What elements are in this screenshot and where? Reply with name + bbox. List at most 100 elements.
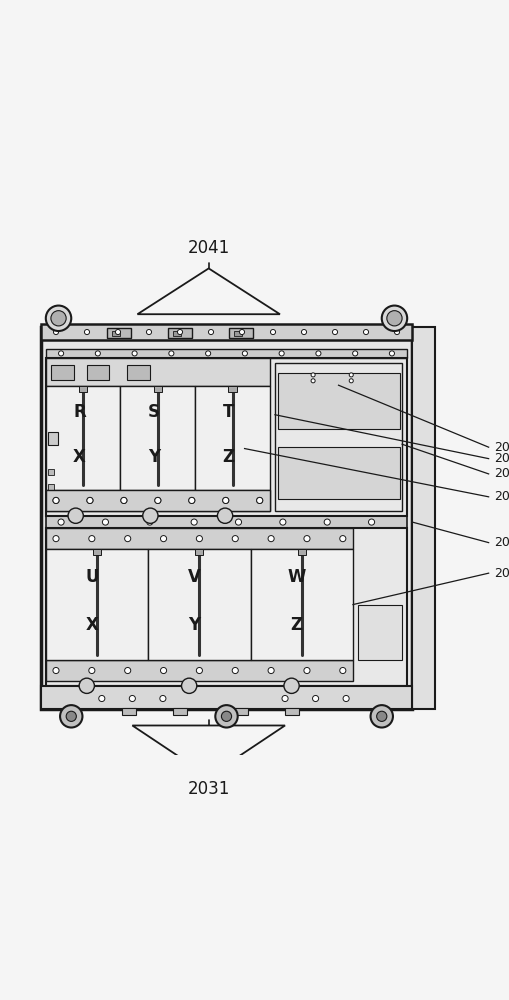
Bar — [79, 386, 87, 392]
Circle shape — [232, 536, 238, 542]
Circle shape — [121, 497, 127, 504]
Circle shape — [143, 508, 158, 523]
Circle shape — [160, 536, 166, 542]
Bar — [46, 386, 121, 490]
Circle shape — [316, 351, 321, 356]
Circle shape — [89, 536, 95, 542]
Circle shape — [301, 329, 306, 335]
Text: W: W — [288, 568, 306, 586]
Bar — [46, 358, 270, 386]
Circle shape — [125, 536, 131, 542]
Bar — [277, 373, 400, 429]
Circle shape — [340, 536, 346, 542]
Bar — [51, 365, 74, 380]
Bar — [121, 386, 195, 490]
Circle shape — [304, 536, 310, 542]
Text: 201: 201 — [494, 452, 509, 465]
Circle shape — [102, 519, 108, 525]
Bar — [195, 386, 270, 490]
Bar — [154, 386, 162, 392]
Circle shape — [160, 667, 166, 674]
Bar — [41, 686, 412, 709]
Bar — [122, 708, 136, 715]
Circle shape — [268, 667, 274, 674]
Circle shape — [79, 678, 94, 693]
Circle shape — [84, 329, 90, 335]
Circle shape — [349, 379, 353, 383]
Circle shape — [53, 329, 59, 335]
Circle shape — [394, 329, 400, 335]
Bar — [298, 549, 306, 555]
Bar — [93, 549, 101, 555]
Bar — [275, 363, 402, 511]
Circle shape — [155, 497, 161, 504]
Bar — [46, 490, 270, 511]
Circle shape — [222, 497, 229, 504]
Circle shape — [125, 667, 131, 674]
Bar — [46, 490, 270, 511]
Circle shape — [169, 351, 174, 356]
Bar — [107, 328, 131, 338]
Circle shape — [53, 497, 59, 504]
Circle shape — [268, 536, 274, 542]
Text: S: S — [148, 403, 160, 421]
Bar — [173, 331, 181, 336]
Circle shape — [340, 667, 346, 674]
Circle shape — [324, 519, 330, 525]
Circle shape — [377, 711, 387, 721]
Bar — [229, 386, 237, 392]
Bar — [46, 528, 353, 549]
Circle shape — [87, 497, 93, 504]
Text: X: X — [73, 448, 86, 466]
Bar — [87, 365, 109, 380]
Bar — [234, 708, 248, 715]
Text: T: T — [223, 403, 235, 421]
Polygon shape — [292, 660, 312, 679]
Text: 2041: 2041 — [187, 239, 230, 257]
Bar — [48, 432, 58, 445]
Circle shape — [116, 329, 121, 335]
Circle shape — [68, 508, 83, 523]
Bar — [112, 331, 120, 336]
Circle shape — [191, 519, 197, 525]
Text: 203: 203 — [494, 567, 509, 580]
Bar — [358, 605, 402, 660]
Circle shape — [59, 351, 64, 356]
Circle shape — [60, 705, 82, 728]
Circle shape — [257, 497, 263, 504]
Bar — [46, 358, 407, 516]
Circle shape — [332, 329, 337, 335]
Text: X: X — [86, 616, 98, 634]
Circle shape — [215, 705, 238, 728]
Text: Y: Y — [148, 448, 160, 466]
Circle shape — [279, 351, 284, 356]
Circle shape — [387, 311, 402, 326]
Circle shape — [147, 519, 153, 525]
Text: V: V — [188, 568, 201, 586]
Circle shape — [222, 497, 229, 504]
Bar — [46, 528, 407, 686]
Circle shape — [206, 351, 211, 356]
Bar — [285, 708, 299, 715]
Circle shape — [95, 351, 100, 356]
Polygon shape — [87, 660, 107, 679]
Bar — [48, 469, 54, 475]
Circle shape — [311, 379, 315, 383]
Circle shape — [53, 536, 59, 542]
Circle shape — [53, 497, 59, 504]
Bar — [46, 349, 407, 358]
Circle shape — [196, 667, 203, 674]
Polygon shape — [73, 490, 93, 509]
Circle shape — [232, 667, 238, 674]
Circle shape — [58, 519, 64, 525]
Bar — [277, 447, 400, 499]
Text: 201: 201 — [494, 536, 509, 549]
Text: 206: 206 — [494, 441, 509, 454]
Circle shape — [236, 519, 242, 525]
Text: 2031: 2031 — [187, 780, 230, 798]
Text: Z: Z — [291, 616, 303, 634]
Circle shape — [221, 711, 232, 721]
Bar — [250, 549, 353, 660]
Circle shape — [353, 351, 358, 356]
Circle shape — [369, 519, 375, 525]
